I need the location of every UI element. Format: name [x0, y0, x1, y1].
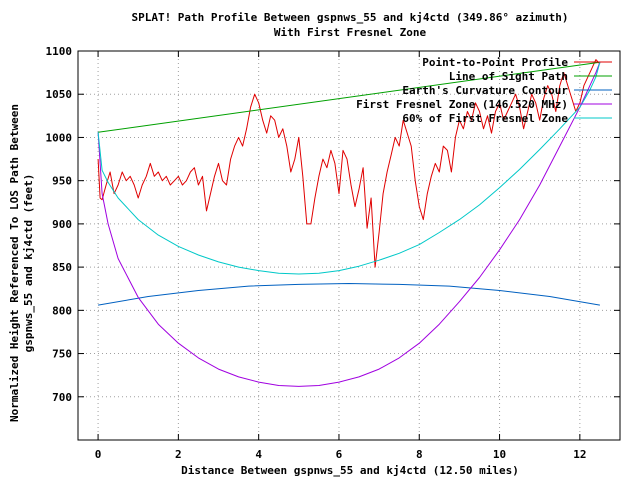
y-tick-label: 800 — [52, 304, 72, 317]
x-tick-label: 8 — [416, 448, 423, 461]
chart-title-line2: With First Fresnel Zone — [274, 26, 427, 39]
legend-label: 60% of First Fresnel Zone — [402, 112, 568, 125]
series-layer — [97, 59, 601, 387]
grid-layer — [78, 50, 620, 440]
tick-layer: 0 2 4 6 8 10 12 700 750 800 850 900 950 1000 1050 1100 — [46, 45, 620, 461]
series-line-earth-s-curvature-contour — [98, 283, 600, 306]
x-tick-label: 2 — [175, 448, 182, 461]
legend-label: First Fresnel Zone (146.520 MHz) — [356, 98, 568, 111]
x-axis-label: Distance Between gspnws_55 and kj4ctd (1… — [181, 464, 519, 477]
legend-label: Line of Sight Path — [449, 70, 568, 83]
y-tick-label: 1000 — [46, 131, 73, 144]
series-line-first-fresnel-zone-146-520-mhz — [97, 62, 601, 387]
y-axis-label-line2: gspnws_55 and kj4ctd (feet) — [22, 174, 35, 353]
series-line-60-of-first-fresnel-zone — [97, 62, 601, 275]
x-tick-label: 4 — [255, 448, 262, 461]
y-tick-label: 1050 — [46, 88, 73, 101]
y-tick-label: 900 — [52, 218, 72, 231]
chart-title-line1: SPLAT! Path Profile Between gspnws_55 an… — [131, 11, 568, 24]
x-tick-label: 12 — [573, 448, 586, 461]
y-tick-label: 950 — [52, 175, 72, 188]
legend-label: Point-to-Point Profile — [422, 56, 568, 69]
series-line-point-to-point-profile — [97, 59, 601, 268]
x-tick-label: 10 — [493, 448, 506, 461]
y-tick-label: 1100 — [46, 45, 73, 58]
y-tick-label: 850 — [52, 261, 72, 274]
y-tick-label: 750 — [52, 348, 72, 361]
y-axis-label-line1: Normalized Height Referenced To LOS Path… — [8, 104, 21, 422]
series-line-line-of-sight-path — [98, 61, 600, 133]
plot-frame — [77, 50, 621, 441]
legend-label: Earth's Curvature Contour — [402, 84, 568, 97]
x-tick-label: 0 — [95, 448, 102, 461]
x-tick-label: 6 — [336, 448, 343, 461]
y-tick-label: 700 — [52, 391, 72, 404]
